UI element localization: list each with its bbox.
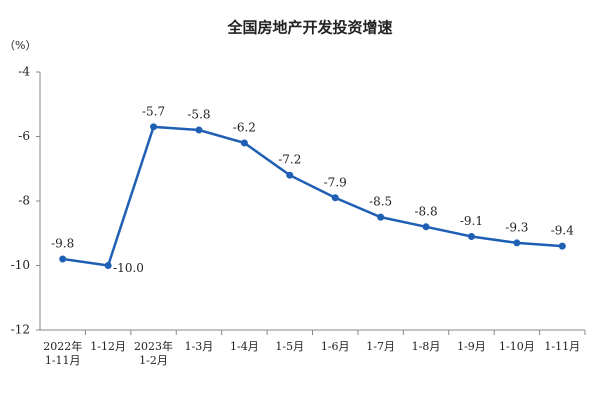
marker <box>150 123 158 131</box>
y-tick-label: -10 <box>11 258 30 272</box>
marker <box>422 223 430 231</box>
y-axis-label: （%） <box>4 39 36 52</box>
chart-title: 全国房地产开发投资增速 <box>226 19 392 37</box>
value-label: -9.8 <box>51 237 74 251</box>
x-tick-label: 1-10月 <box>499 340 535 353</box>
value-label: -10.0 <box>113 261 144 275</box>
x-tick-label: 2023年 1-2月 <box>134 340 174 367</box>
marker <box>331 194 339 202</box>
y-tick-label: -4 <box>18 65 30 79</box>
value-label: -9.4 <box>551 224 575 238</box>
x-tick-label: 1-9月 <box>457 340 486 353</box>
marker <box>513 239 521 247</box>
marker <box>195 126 203 134</box>
value-label: -8.5 <box>369 195 392 209</box>
x-tick-label: 1-7月 <box>366 340 395 353</box>
marker <box>377 213 385 221</box>
marker <box>104 262 112 269</box>
y-tick-label: -12 <box>11 323 30 337</box>
marker <box>286 171 294 179</box>
marker <box>240 139 248 147</box>
line <box>62 125 563 267</box>
x-tick-label: 1-12月 <box>90 340 126 353</box>
x-tick-label: 1-4月 <box>230 340 259 353</box>
value-label: -6.2 <box>233 120 256 134</box>
y-tick-label: -8 <box>18 194 30 208</box>
marker <box>467 232 475 240</box>
value-label: -9.3 <box>505 220 528 234</box>
value-label: -9.1 <box>460 214 483 228</box>
x-tick-label: 1-6月 <box>320 340 350 353</box>
x-tick-label: 1-8月 <box>411 340 441 353</box>
value-label: -5.7 <box>142 104 165 118</box>
y-tick-label: -6 <box>18 129 30 143</box>
value-label: -5.8 <box>187 108 210 122</box>
x-tick-label: 1-3月 <box>184 340 214 353</box>
marker <box>59 255 67 263</box>
x-tick-label: 1-11月 <box>544 340 581 353</box>
marker <box>558 242 566 250</box>
value-label: -7.9 <box>324 175 347 189</box>
value-label: -8.8 <box>414 204 437 218</box>
value-label: -7.2 <box>278 153 301 167</box>
x-tick-label: 2022年 1-11月 <box>43 340 83 367</box>
x-tick-label: 1-5月 <box>275 340 305 353</box>
